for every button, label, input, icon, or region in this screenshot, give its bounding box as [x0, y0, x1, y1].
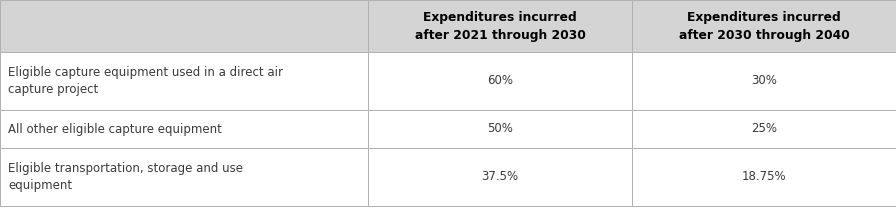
Text: Expenditures incurred
after 2021 through 2030: Expenditures incurred after 2021 through…: [415, 10, 585, 42]
Bar: [368, 148, 632, 206]
Text: Expenditures incurred
after 2030 through 2040: Expenditures incurred after 2030 through…: [678, 10, 849, 42]
Text: All other eligible capture equipment: All other eligible capture equipment: [8, 122, 222, 135]
Bar: [632, 0, 896, 52]
Text: Eligible transportation, storage and use
equipment: Eligible transportation, storage and use…: [8, 162, 243, 192]
Bar: [368, 110, 632, 148]
Text: 25%: 25%: [751, 122, 777, 135]
Bar: [0, 52, 368, 110]
Bar: [632, 110, 896, 148]
Text: 50%: 50%: [487, 122, 513, 135]
Bar: [0, 110, 368, 148]
Text: Eligible capture equipment used in a direct air
capture project: Eligible capture equipment used in a dir…: [8, 66, 283, 96]
Bar: [0, 0, 368, 52]
Text: 18.75%: 18.75%: [742, 171, 787, 184]
Text: 30%: 30%: [751, 75, 777, 88]
Bar: [632, 148, 896, 206]
Text: 60%: 60%: [487, 75, 513, 88]
Bar: [632, 52, 896, 110]
Bar: [0, 148, 368, 206]
Bar: [368, 0, 632, 52]
Bar: [368, 52, 632, 110]
Text: 37.5%: 37.5%: [481, 171, 519, 184]
